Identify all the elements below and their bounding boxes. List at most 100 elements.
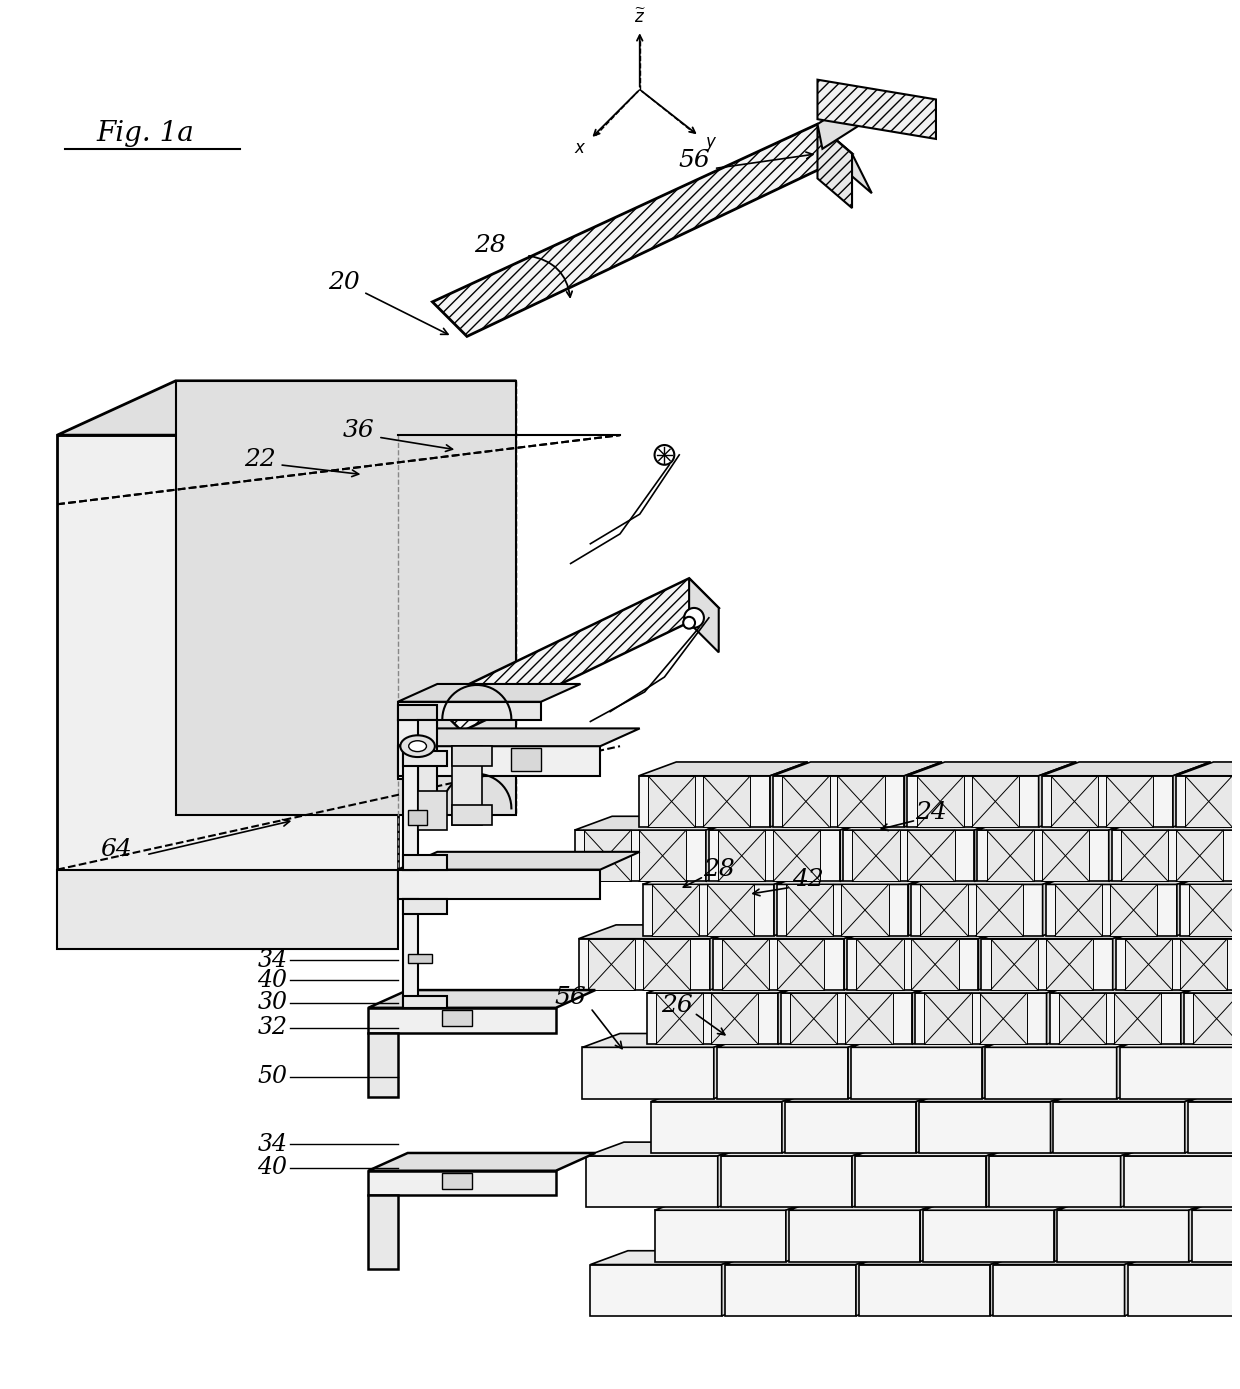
Text: 34: 34 <box>257 1132 288 1156</box>
Polygon shape <box>817 124 872 193</box>
Polygon shape <box>782 776 830 826</box>
Polygon shape <box>403 751 418 870</box>
Polygon shape <box>856 1156 986 1207</box>
Polygon shape <box>579 925 748 939</box>
Polygon shape <box>990 1142 1158 1156</box>
Polygon shape <box>722 1250 759 1315</box>
Text: 34: 34 <box>257 949 288 972</box>
Polygon shape <box>842 885 889 936</box>
Polygon shape <box>651 1088 820 1101</box>
Polygon shape <box>904 763 942 826</box>
Polygon shape <box>817 89 877 149</box>
Ellipse shape <box>401 735 435 757</box>
Polygon shape <box>574 817 744 831</box>
Polygon shape <box>980 993 1027 1045</box>
Polygon shape <box>443 1010 472 1025</box>
Polygon shape <box>786 1196 823 1261</box>
Polygon shape <box>859 1250 1028 1264</box>
Polygon shape <box>1106 776 1153 826</box>
Polygon shape <box>1192 1210 1240 1261</box>
Polygon shape <box>398 683 580 701</box>
Polygon shape <box>1049 993 1180 1045</box>
Polygon shape <box>590 1264 722 1315</box>
Polygon shape <box>403 899 448 914</box>
Polygon shape <box>709 817 878 831</box>
Polygon shape <box>398 746 600 776</box>
Polygon shape <box>574 831 706 882</box>
Polygon shape <box>1042 831 1089 882</box>
Polygon shape <box>1188 1101 1240 1153</box>
Polygon shape <box>908 776 1039 826</box>
Polygon shape <box>1184 1088 1223 1153</box>
Polygon shape <box>1054 1101 1184 1153</box>
Polygon shape <box>717 1047 848 1099</box>
Polygon shape <box>856 1142 1024 1156</box>
Polygon shape <box>976 885 1023 936</box>
Polygon shape <box>857 939 904 990</box>
Polygon shape <box>651 1101 782 1153</box>
Polygon shape <box>852 1142 889 1207</box>
Polygon shape <box>817 79 936 139</box>
Polygon shape <box>1050 1088 1087 1153</box>
Polygon shape <box>1116 925 1240 939</box>
Polygon shape <box>781 993 913 1045</box>
Polygon shape <box>1114 993 1161 1045</box>
Polygon shape <box>915 979 1084 993</box>
Polygon shape <box>714 1033 751 1099</box>
Polygon shape <box>920 885 967 936</box>
Polygon shape <box>978 925 1016 990</box>
Polygon shape <box>908 831 955 882</box>
Polygon shape <box>1054 1088 1223 1101</box>
Polygon shape <box>1042 776 1173 826</box>
Polygon shape <box>915 993 1047 1045</box>
Polygon shape <box>584 831 631 882</box>
Circle shape <box>655 444 675 465</box>
Polygon shape <box>724 1250 894 1264</box>
Polygon shape <box>453 806 491 825</box>
Polygon shape <box>920 1196 957 1261</box>
Polygon shape <box>993 1250 1162 1264</box>
Polygon shape <box>642 871 811 885</box>
Text: 32: 32 <box>257 1017 288 1039</box>
Polygon shape <box>418 790 448 831</box>
Polygon shape <box>583 1047 714 1099</box>
Polygon shape <box>993 1264 1125 1315</box>
Polygon shape <box>1058 1196 1226 1210</box>
Polygon shape <box>785 1088 954 1101</box>
Polygon shape <box>844 925 882 990</box>
Polygon shape <box>1050 776 1099 826</box>
Polygon shape <box>587 1156 718 1207</box>
Polygon shape <box>774 871 811 936</box>
Polygon shape <box>981 925 1151 939</box>
Text: $\widetilde{z}$: $\widetilde{z}$ <box>634 8 646 26</box>
Polygon shape <box>1047 979 1084 1045</box>
Polygon shape <box>991 939 1038 990</box>
Polygon shape <box>911 939 959 990</box>
Polygon shape <box>433 124 852 336</box>
Polygon shape <box>1188 1088 1240 1101</box>
Polygon shape <box>1042 763 1210 776</box>
Polygon shape <box>846 993 893 1045</box>
Polygon shape <box>777 979 816 1045</box>
Polygon shape <box>713 925 882 939</box>
Polygon shape <box>642 939 691 990</box>
Polygon shape <box>1055 885 1102 936</box>
Polygon shape <box>1176 831 1224 882</box>
Polygon shape <box>368 1032 398 1097</box>
Polygon shape <box>408 810 428 825</box>
Polygon shape <box>1123 1156 1240 1207</box>
Polygon shape <box>1184 993 1240 1045</box>
Polygon shape <box>1045 939 1092 990</box>
Polygon shape <box>713 939 844 990</box>
Circle shape <box>683 617 696 629</box>
Polygon shape <box>770 763 807 826</box>
Polygon shape <box>1110 885 1157 936</box>
Polygon shape <box>655 1210 786 1261</box>
Polygon shape <box>911 871 1080 885</box>
Polygon shape <box>588 939 635 990</box>
Polygon shape <box>398 728 640 746</box>
Polygon shape <box>843 817 1012 831</box>
Polygon shape <box>841 817 878 882</box>
Polygon shape <box>368 1171 556 1196</box>
Polygon shape <box>656 993 703 1045</box>
